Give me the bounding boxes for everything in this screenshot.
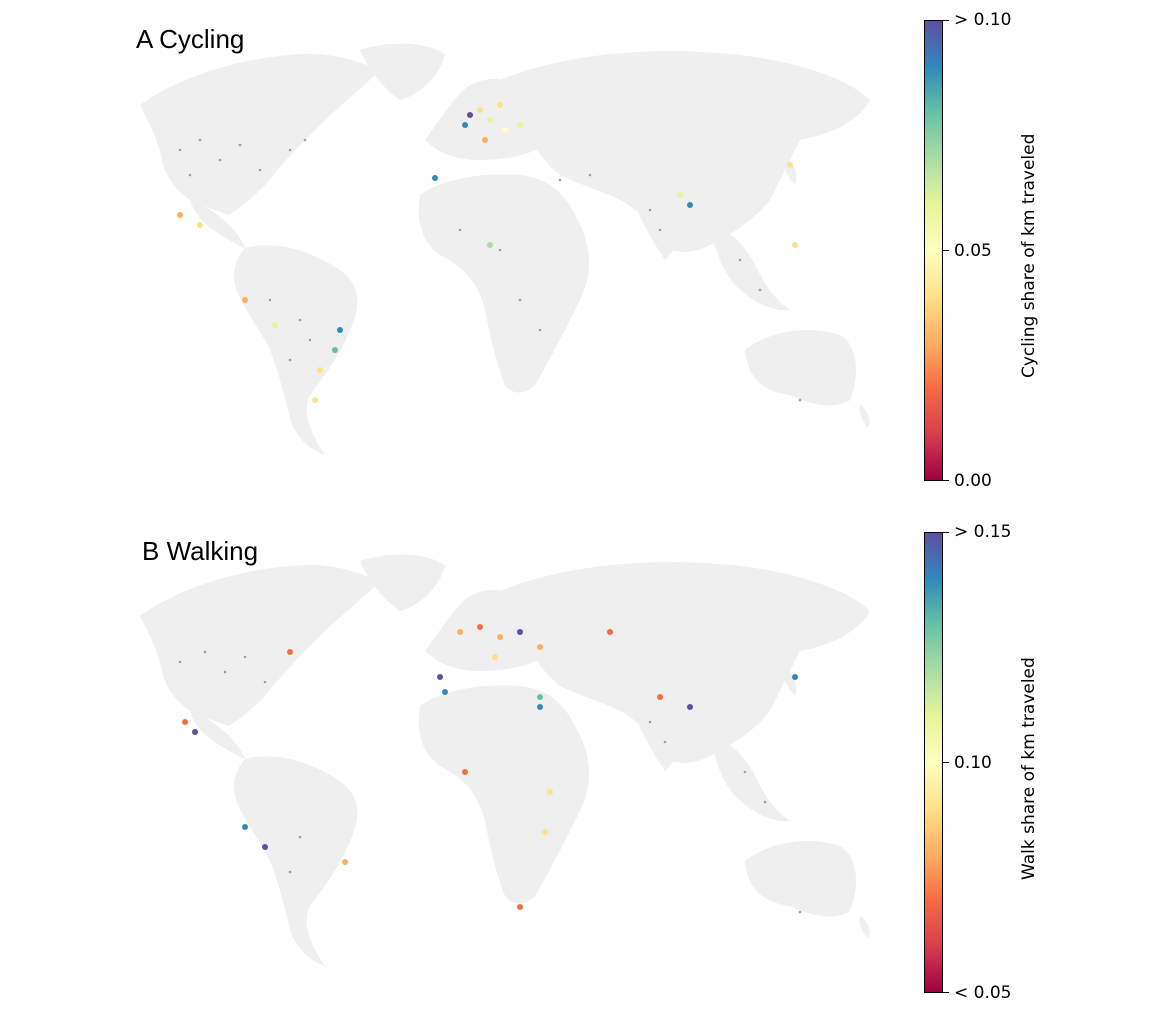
- city-points: [177, 102, 798, 403]
- panel-title: A Cycling: [136, 24, 245, 54]
- colorbar-tick-label: > 0.15: [954, 522, 1012, 542]
- land-layer: [140, 554, 870, 966]
- colorbar-tick-mark: [943, 992, 949, 993]
- city-points: [182, 624, 798, 910]
- colorbar-label: Cycling share of km traveled: [1019, 133, 1039, 378]
- colorbar-tick-mark: [943, 250, 949, 251]
- colorbar-gradient: [924, 532, 943, 993]
- colorbar-tick-label: 0.00: [954, 471, 992, 491]
- colorbar-tick-mark: [943, 480, 949, 481]
- colorbar-tick-mark: [943, 762, 949, 763]
- no-data-dots: [178, 138, 802, 402]
- cycling-world-map: [140, 43, 870, 455]
- walking-world-map: [140, 554, 870, 966]
- walking-panel: B Walking > 0.15 0.10 < 0.05 Walk share …: [0, 507, 1170, 1014]
- colorbar-tick-label: < 0.05: [954, 983, 1012, 1003]
- panel-title: B Walking: [142, 536, 259, 566]
- colorbar-tick-label: 0.10: [954, 753, 992, 773]
- cycling-panel: A Cycling > 0.10 0.05 0.00 Cycling share…: [136, 10, 1039, 491]
- colorbar-tick-label: 0.05: [954, 241, 992, 261]
- colorbar-gradient: [924, 20, 943, 481]
- colorbar-label: Walk share of km traveled: [1019, 657, 1039, 880]
- colorbar-tick-label: > 0.10: [954, 10, 1012, 30]
- colorbar-tick-mark: [943, 532, 949, 533]
- land-layer: [140, 43, 870, 455]
- colorbar-tick-mark: [943, 20, 949, 21]
- no-data-dots: [178, 650, 802, 914]
